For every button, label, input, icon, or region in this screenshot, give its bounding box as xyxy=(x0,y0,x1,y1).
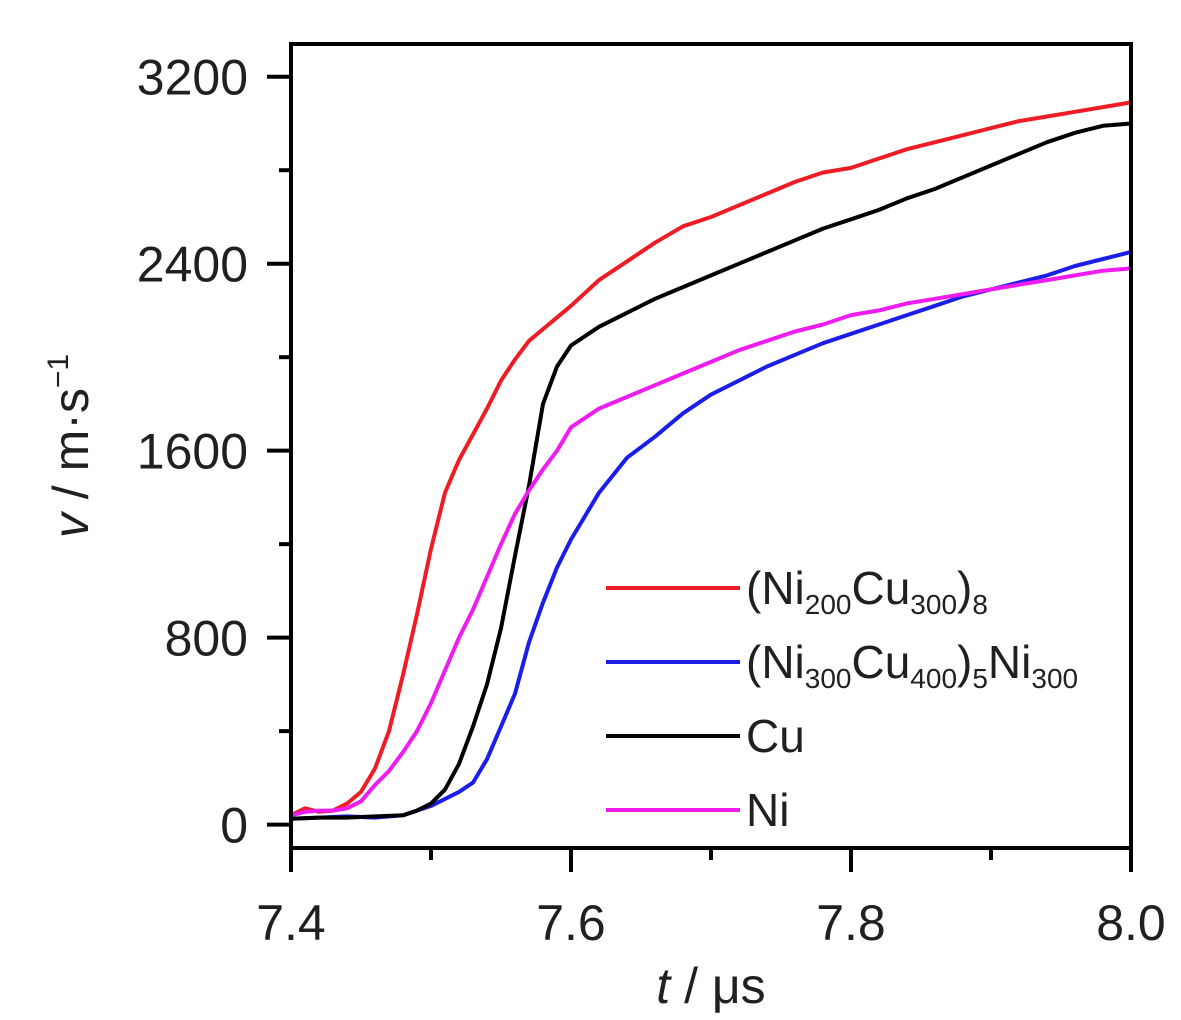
legend-label-1: (Ni300​Cu400​)5​Ni300​ xyxy=(746,636,1078,694)
legend: (Ni200​Cu300​)8​ (Ni300​Cu400​)5​Ni300​ Cu… xyxy=(606,562,1078,836)
x-axis: 7.4 7.6 7.8 8.0 xyxy=(256,848,1166,951)
y-axis-variable: v xyxy=(43,510,99,538)
x-axis-variable: t xyxy=(656,958,672,1014)
series-line-3 xyxy=(290,266,1132,818)
y-tick-label: 800 xyxy=(165,611,248,667)
x-tick-label: 7.4 xyxy=(256,895,326,951)
y-tick-label: 3200 xyxy=(137,50,248,106)
legend-label-3: Ni xyxy=(746,784,789,836)
x-axis-title: t / μs xyxy=(656,958,765,1014)
x-tick-label: 8.0 xyxy=(1096,895,1166,951)
plot-area xyxy=(290,100,1132,821)
x-axis-unit: / μs xyxy=(670,958,765,1014)
y-axis-unit-exponent: −1 xyxy=(42,354,75,388)
y-axis-unit: / m·s xyxy=(43,388,99,513)
x-tick-label: 7.8 xyxy=(816,895,886,951)
x-tick-label: 7.6 xyxy=(536,895,606,951)
y-tick-label: 2400 xyxy=(137,237,248,293)
series-line-2 xyxy=(290,121,1132,821)
y-axis: 0 800 1600 2400 3200 xyxy=(137,50,291,854)
legend-label-0: (Ni200​Cu300​)8​ xyxy=(746,562,988,620)
series-line-0 xyxy=(290,100,1132,818)
legend-label-2: Cu xyxy=(746,710,805,762)
y-tick-label: 0 xyxy=(220,798,248,854)
y-axis-title: v / m·s−1 xyxy=(42,354,99,538)
y-tick-label: 1600 xyxy=(137,424,248,480)
